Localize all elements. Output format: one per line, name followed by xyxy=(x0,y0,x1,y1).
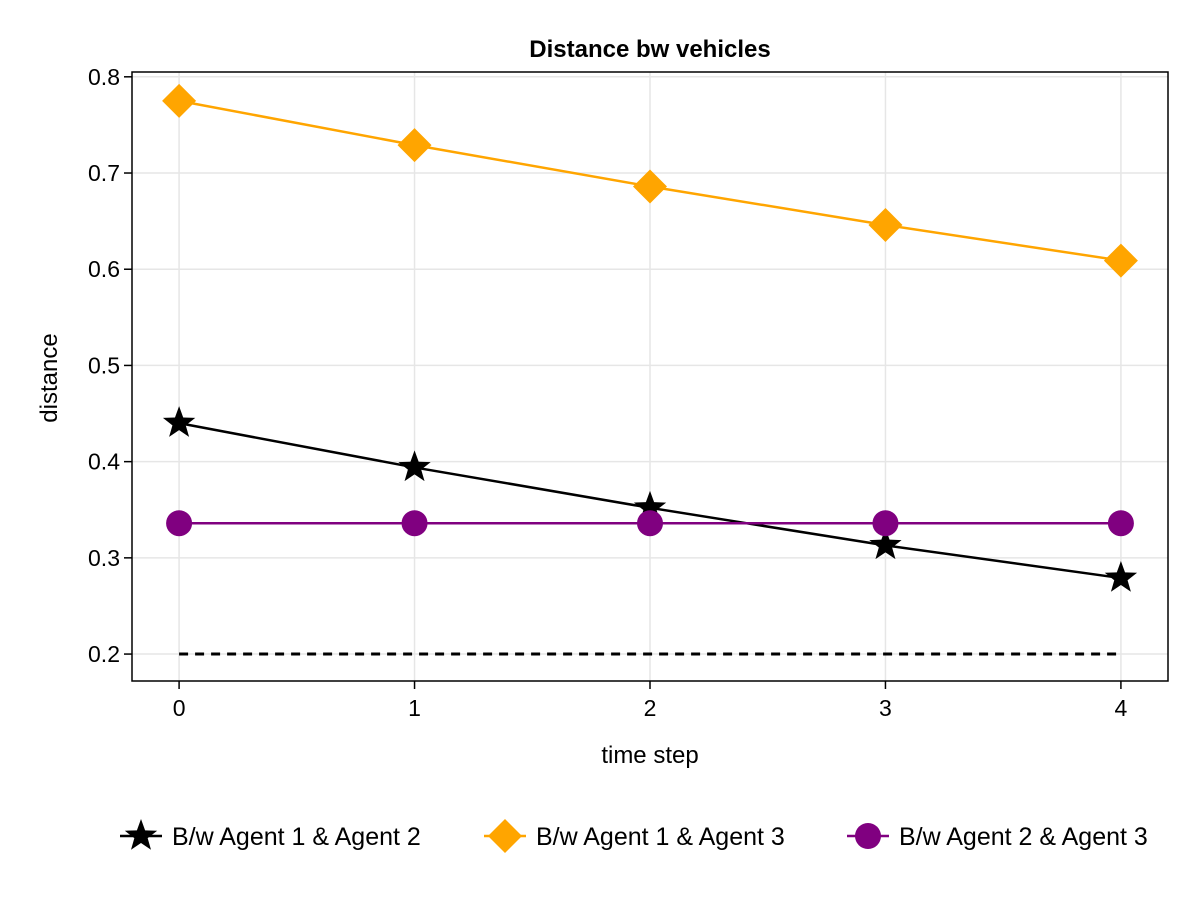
x-axis-label: time step xyxy=(601,742,698,769)
x-tick-label: 0 xyxy=(173,695,186,721)
chart-title: Distance bw vehicles xyxy=(529,36,770,63)
legend-item: B/w Agent 2 & Agent 3 xyxy=(847,823,1148,851)
data-point-diamond xyxy=(1103,243,1138,278)
data-point-diamond xyxy=(162,83,197,118)
legend-label: B/w Agent 1 & Agent 3 xyxy=(536,823,785,851)
x-tick-label: 1 xyxy=(408,695,421,721)
data-point-circle xyxy=(637,510,663,537)
data-point-diamond xyxy=(633,169,667,204)
series-star xyxy=(162,406,1138,592)
legend-marker-diamond xyxy=(488,819,522,853)
data-point-circle xyxy=(1107,510,1134,537)
data-point-star xyxy=(869,528,902,560)
y-tick-label: 0.6 xyxy=(88,256,120,282)
data-point-circle xyxy=(872,510,899,537)
legend-marker-star xyxy=(124,819,158,850)
x-tick-label: 4 xyxy=(1115,695,1128,721)
legend: B/w Agent 1 & Agent 2 B/w Agent 1 & Agent… xyxy=(120,819,1148,853)
data-point-star xyxy=(1104,561,1138,592)
data-point-diamond xyxy=(868,207,903,242)
legend-marker-circle xyxy=(855,823,881,849)
series-diamond xyxy=(162,83,1138,278)
data-point-star xyxy=(633,490,667,522)
y-tick-label: 0.3 xyxy=(88,545,120,571)
y-tick-label: 0.2 xyxy=(88,641,120,667)
x-tick-label: 2 xyxy=(644,695,657,721)
y-tick-label: 0.5 xyxy=(88,352,120,378)
x-tick-label: 3 xyxy=(879,695,892,721)
data-point-circle xyxy=(401,510,428,537)
data-point-diamond xyxy=(397,128,432,163)
y-axis-label: distance xyxy=(36,333,63,422)
series-circle xyxy=(166,510,1134,537)
legend-label: B/w Agent 2 & Agent 3 xyxy=(899,823,1148,851)
y-tick-label: 0.4 xyxy=(88,449,120,475)
y-tick-label: 0.8 xyxy=(88,64,120,90)
data-point-circle xyxy=(166,510,193,537)
data-point-star xyxy=(162,406,196,437)
legend-item: B/w Agent 1 & Agent 2 xyxy=(120,819,421,851)
y-tick-label: 0.7 xyxy=(88,160,120,186)
grid-lines xyxy=(132,72,1168,681)
legend-label: B/w Agent 1 & Agent 2 xyxy=(172,823,421,851)
legend-item: B/w Agent 1 & Agent 3 xyxy=(484,819,785,853)
data-point-star xyxy=(398,450,431,482)
tick-layer: 0 1 2 3 4 0.2 0.3 0.4 0.5 0.6 0.7 0.8 xyxy=(88,64,1127,721)
series-layer xyxy=(162,83,1138,656)
